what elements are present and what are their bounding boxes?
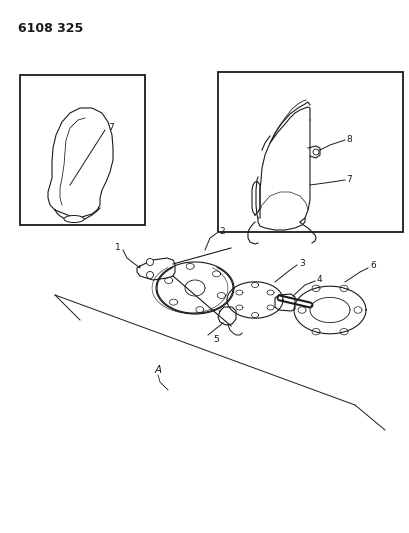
Text: 6: 6 bbox=[369, 262, 375, 271]
Text: 7: 7 bbox=[108, 124, 113, 133]
Text: 5: 5 bbox=[213, 335, 218, 343]
Bar bbox=[218, 72, 402, 232]
Text: 1: 1 bbox=[115, 244, 121, 253]
Circle shape bbox=[146, 259, 153, 265]
Bar bbox=[20, 75, 145, 225]
Text: 2: 2 bbox=[218, 227, 224, 236]
Text: A: A bbox=[154, 365, 161, 375]
Circle shape bbox=[312, 149, 318, 155]
Circle shape bbox=[146, 271, 153, 279]
Text: 4: 4 bbox=[316, 274, 322, 284]
Ellipse shape bbox=[64, 215, 84, 222]
Text: 6108 325: 6108 325 bbox=[18, 22, 83, 35]
Text: 7: 7 bbox=[345, 175, 351, 184]
Text: 3: 3 bbox=[298, 259, 304, 268]
Text: 8: 8 bbox=[345, 135, 351, 144]
